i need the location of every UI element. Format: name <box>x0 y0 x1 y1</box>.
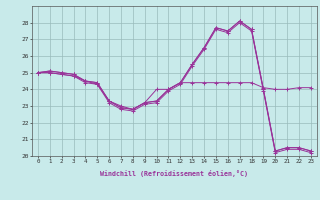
X-axis label: Windchill (Refroidissement éolien,°C): Windchill (Refroidissement éolien,°C) <box>100 170 248 177</box>
